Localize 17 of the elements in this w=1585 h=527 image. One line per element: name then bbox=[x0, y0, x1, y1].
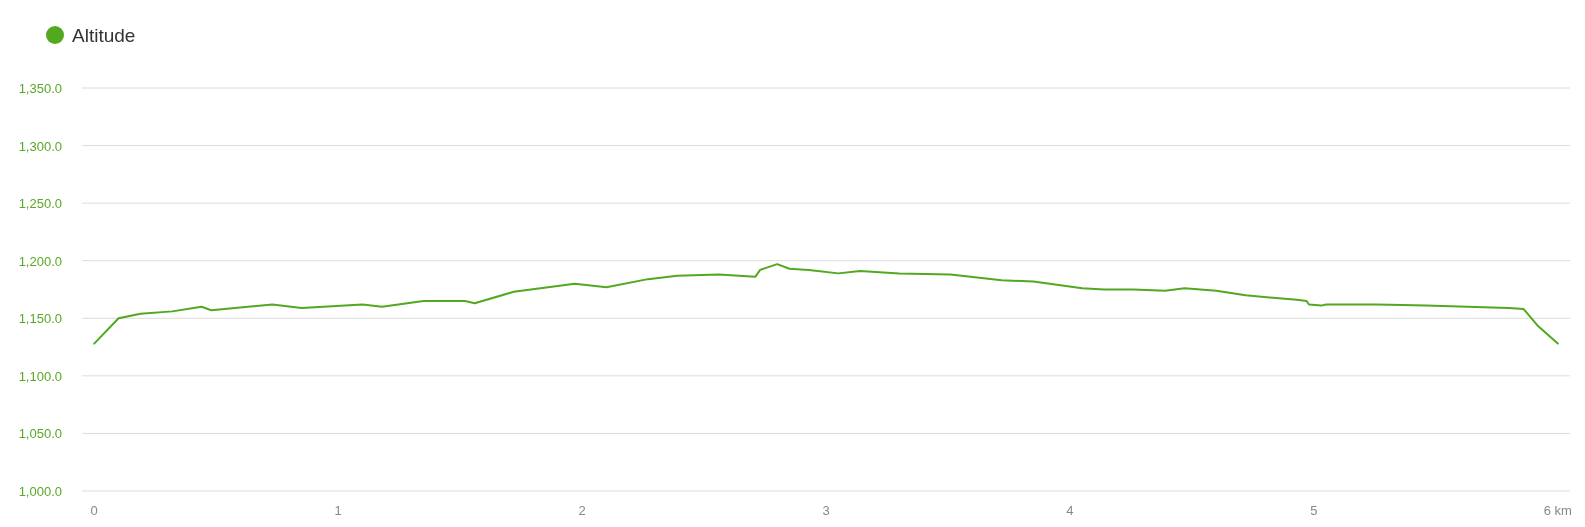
x-tick-label: 5 bbox=[1310, 503, 1318, 518]
y-tick-label: 1,000.0 bbox=[18, 484, 62, 499]
x-tick-label: 6 km bbox=[1543, 503, 1572, 518]
y-tick-label: 1,250.0 bbox=[18, 196, 62, 212]
x-tick-label: 2 bbox=[578, 503, 586, 518]
x-tick-label: 3 bbox=[822, 503, 830, 518]
y-tick-label: 1,350.0 bbox=[18, 81, 62, 96]
x-tick-label: 4 bbox=[1066, 503, 1074, 518]
y-tick-label: 1,100.0 bbox=[18, 368, 62, 384]
y-tick-label: 1,200.0 bbox=[18, 253, 62, 269]
y-tick-label: 1,050.0 bbox=[18, 426, 62, 442]
x-tick-label: 1 bbox=[334, 503, 342, 518]
line-series bbox=[93, 263, 1559, 345]
legend-label: Altitude bbox=[72, 25, 136, 46]
x-tick-label: 0 bbox=[90, 503, 98, 518]
y-tick-label: 1,150.0 bbox=[18, 311, 62, 327]
y-tick-label: 1,300.0 bbox=[18, 138, 62, 154]
